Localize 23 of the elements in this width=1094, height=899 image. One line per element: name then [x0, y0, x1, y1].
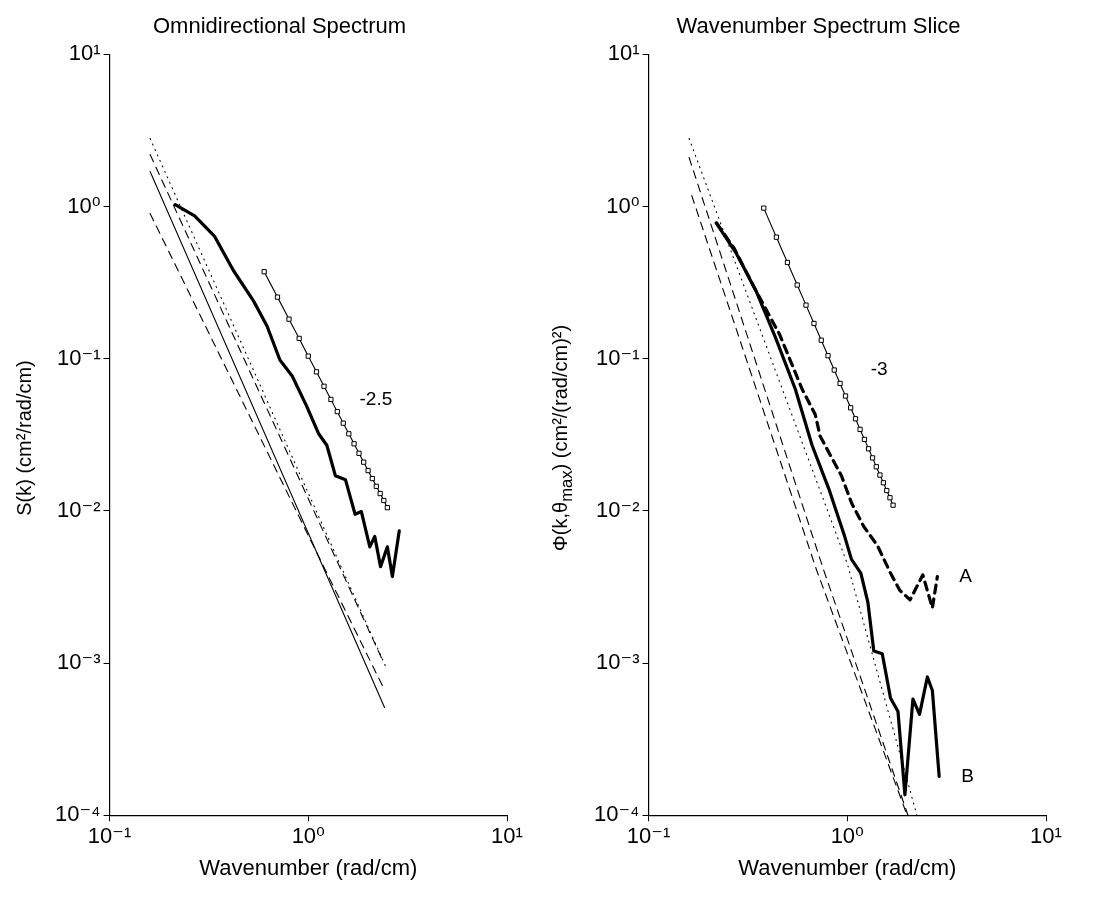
series-label: B [961, 764, 974, 786]
series-label: A [959, 564, 973, 586]
y-tick-label: 10⁰ [606, 192, 640, 218]
annotation: -2.5 [359, 387, 393, 409]
x-tick-label: 10⁰ [291, 823, 326, 849]
chart-title: Omnidirectional Spectrum [152, 13, 407, 39]
y-tick-label: 10⁻¹ [596, 344, 640, 370]
annotation: -3 [870, 358, 888, 380]
y-tick-label: 10⁻² [596, 496, 640, 522]
y-tick-label: 10⁻² [57, 496, 101, 522]
y-tick-label: 10¹ [68, 40, 101, 66]
x-tick-label: 10⁰ [830, 823, 865, 849]
y-axis-title: S(k) (cm²/rad/cm) [12, 360, 36, 516]
y-tick-label: 10⁻³ [596, 649, 640, 675]
y-tick-label: 10⁻³ [57, 649, 101, 675]
x-axis-title: Wavenumber (rad/cm) [199, 854, 418, 880]
x-axis-title: Wavenumber (rad/cm) [738, 854, 957, 880]
chart-title: Wavenumber Spectrum Slice [676, 13, 961, 39]
y-tick-label: 10⁰ [67, 192, 101, 218]
x-tick-label: 10¹ [491, 823, 523, 849]
y-tick-label: 10¹ [607, 40, 640, 66]
y-tick-label: 10⁻¹ [57, 344, 101, 370]
x-tick-label: 10¹ [1030, 823, 1062, 849]
